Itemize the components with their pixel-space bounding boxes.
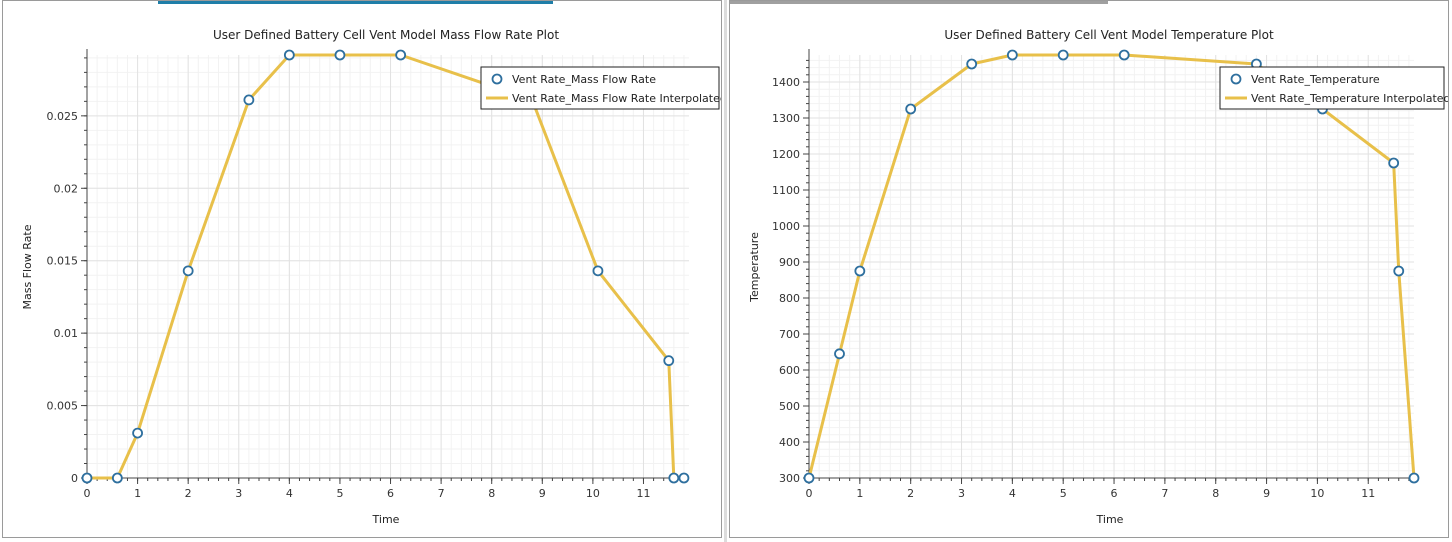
x-tick-label: 4 <box>286 487 293 500</box>
legend-marker-swatch <box>1230 73 1242 85</box>
data-point-marker <box>243 94 255 106</box>
x-tick-label: 10 <box>586 487 600 500</box>
x-tick-label: 0 <box>84 487 91 500</box>
x-tick-label: 5 <box>1060 487 1067 500</box>
data-point-marker <box>1118 49 1130 61</box>
x-tick-label: 6 <box>387 487 394 500</box>
y-tick-label: 1300 <box>772 112 800 125</box>
x-tick-label: 4 <box>1009 487 1016 500</box>
x-tick-label: 11 <box>636 487 650 500</box>
temperature-chart: User Defined Battery Cell Vent Model Tem… <box>748 28 1451 526</box>
data-point-marker <box>1388 157 1400 169</box>
x-tick-label: 0 <box>806 487 813 500</box>
data-point-marker <box>803 472 815 484</box>
data-point-marker <box>678 472 690 484</box>
x-tick-label: 7 <box>1161 487 1168 500</box>
x-tick-label: 1 <box>134 487 141 500</box>
data-point-marker <box>854 265 866 277</box>
x-tick-label: 3 <box>958 487 965 500</box>
x-tick-label: 8 <box>488 487 495 500</box>
legend-entry: Vent Rate_Mass Flow Rate <box>512 73 656 86</box>
y-tick-label: 0.01 <box>54 327 79 340</box>
data-point-marker <box>81 472 93 484</box>
chart-title: User Defined Battery Cell Vent Model Mas… <box>213 28 559 42</box>
panel-divider[interactable] <box>724 0 727 542</box>
data-point-marker <box>905 103 917 115</box>
data-point-marker <box>592 265 604 277</box>
y-tick-label: 0.025 <box>47 110 79 123</box>
y-tick-label: 0.02 <box>54 182 79 195</box>
y-tick-label: 0.015 <box>47 255 79 268</box>
x-tick-label: 8 <box>1212 487 1219 500</box>
y-tick-label: 0 <box>71 472 78 485</box>
chart-title: User Defined Battery Cell Vent Model Tem… <box>944 28 1274 42</box>
x-tick-label: 5 <box>336 487 343 500</box>
mass-flow-rate-chart: User Defined Battery Cell Vent Model Mas… <box>21 28 727 526</box>
data-point-marker <box>1393 265 1405 277</box>
legend-entry: Vent Rate_Temperature Interpolated <box>1251 92 1448 105</box>
y-tick-label: 900 <box>779 256 800 269</box>
x-tick-label: 3 <box>235 487 242 500</box>
x-tick-label: 10 <box>1310 487 1324 500</box>
y-tick-label: 1200 <box>772 148 800 161</box>
x-axis-label: Time <box>372 513 400 526</box>
active-panel-indicator[interactable] <box>158 1 553 4</box>
temperature-plot-panel: User Defined Battery Cell Vent Model Tem… <box>729 0 1451 538</box>
y-tick-label: 600 <box>779 364 800 377</box>
y-tick-label: 700 <box>779 328 800 341</box>
y-tick-label: 500 <box>779 400 800 413</box>
data-point-marker <box>283 49 295 61</box>
legend-box <box>480 66 720 110</box>
x-tick-label: 6 <box>1111 487 1118 500</box>
data-point-marker <box>663 355 675 367</box>
x-tick-label: 9 <box>1263 487 1270 500</box>
panel-tab-indicator[interactable] <box>730 1 1108 4</box>
data-point-marker <box>1006 49 1018 61</box>
interpolated-series-line <box>87 53 684 480</box>
y-tick-label: 1000 <box>772 220 800 233</box>
y-tick-label: 0.005 <box>47 400 79 413</box>
x-axis-label: Time <box>1096 513 1124 526</box>
legend-marker-swatch <box>491 73 503 85</box>
x-tick-label: 9 <box>539 487 546 500</box>
data-point-marker <box>182 265 194 277</box>
y-tick-label: 400 <box>779 436 800 449</box>
y-axis-label: Mass Flow Rate <box>21 224 34 309</box>
data-point-marker <box>1408 472 1420 484</box>
data-point-marker <box>1057 49 1069 61</box>
y-tick-label: 300 <box>779 472 800 485</box>
data-point-marker <box>395 49 407 61</box>
data-point-marker <box>834 348 845 360</box>
data-point-marker <box>334 49 346 61</box>
data-point-marker <box>132 427 143 439</box>
data-point-marker <box>668 472 680 484</box>
mass-flow-rate-plot-panel: User Defined Battery Cell Vent Model Mas… <box>2 0 727 538</box>
y-tick-label: 800 <box>779 292 800 305</box>
data-point-marker <box>966 58 978 70</box>
y-tick-label: 1100 <box>772 184 800 197</box>
legend-entry: Vent Rate_Temperature <box>1251 73 1380 86</box>
y-axis-label: Temperature <box>748 232 761 303</box>
x-tick-label: 7 <box>438 487 445 500</box>
legend-entry: Vent Rate_Mass Flow Rate Interpolated <box>512 92 721 105</box>
legend-box <box>1219 66 1445 110</box>
x-tick-label: 2 <box>185 487 192 500</box>
y-tick-label: 1400 <box>772 76 800 89</box>
data-point-marker <box>111 472 123 484</box>
x-tick-label: 2 <box>907 487 914 500</box>
x-tick-label: 11 <box>1361 487 1375 500</box>
x-tick-label: 1 <box>856 487 863 500</box>
